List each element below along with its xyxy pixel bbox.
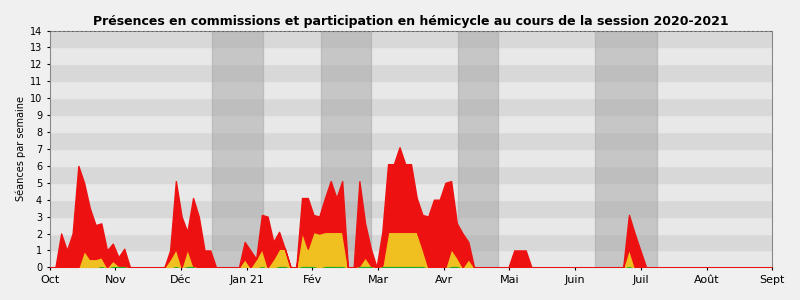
- Bar: [50, 14, 772, 31]
- Y-axis label: Séances par semaine: Séances par semaine: [15, 97, 26, 202]
- Bar: [50, 166, 772, 183]
- Bar: [595, 31, 657, 267]
- Bar: [212, 31, 263, 267]
- Bar: [50, 149, 772, 166]
- Bar: [50, 132, 772, 149]
- Bar: [50, 115, 772, 132]
- Bar: [50, 31, 772, 47]
- Bar: [50, 64, 772, 81]
- Title: Présences en commissions et participation en hémicycle au cours de la session 20: Présences en commissions et participatio…: [93, 15, 729, 28]
- Bar: [50, 250, 772, 267]
- Bar: [50, 81, 772, 98]
- Bar: [50, 183, 772, 200]
- Bar: [458, 31, 498, 267]
- Bar: [50, 47, 772, 64]
- Bar: [50, 98, 772, 115]
- Bar: [50, 217, 772, 233]
- Bar: [50, 200, 772, 217]
- Bar: [321, 31, 371, 267]
- Bar: [50, 233, 772, 250]
